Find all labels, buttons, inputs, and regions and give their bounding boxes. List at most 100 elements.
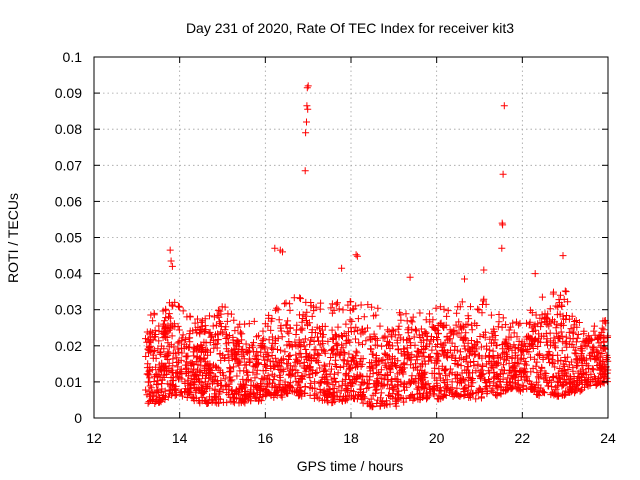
data-point: [515, 321, 523, 329]
data-point: [277, 346, 285, 354]
data-point: [542, 370, 550, 377]
data-point: [188, 359, 196, 367]
data-point: [255, 332, 263, 340]
data-point: [210, 361, 217, 369]
data-point: [211, 341, 219, 348]
y-tick-label: 0: [74, 410, 82, 426]
data-point: [212, 321, 220, 329]
data-point: [502, 387, 510, 395]
data-point: [234, 389, 242, 397]
data-point: [552, 302, 560, 310]
data-point: [143, 364, 151, 372]
data-point: [308, 312, 316, 320]
data-point: [356, 358, 364, 366]
data-point: [466, 358, 474, 366]
data-point: [388, 333, 396, 341]
data-point: [436, 374, 444, 382]
data-point: [327, 304, 335, 312]
data-point: [356, 371, 364, 379]
data-point: [563, 312, 570, 319]
data-point: [422, 343, 430, 351]
data-point: [359, 399, 367, 407]
data-point: [171, 349, 179, 357]
data-point: [332, 339, 340, 347]
data-point: [286, 370, 293, 378]
data-point: [146, 382, 154, 390]
data-point: [389, 355, 396, 363]
data-point: [493, 341, 501, 349]
x-tick-label: 12: [86, 430, 102, 446]
data-point: [157, 350, 165, 358]
data-point: [230, 393, 238, 401]
data-point: [262, 362, 270, 370]
data-point: [543, 319, 551, 327]
data-point: [193, 329, 201, 337]
data-point: [328, 300, 336, 308]
data-point: [155, 327, 163, 335]
data-point: [288, 366, 296, 374]
data-point: [350, 305, 358, 313]
data-point: [531, 336, 539, 344]
data-point: [264, 349, 272, 357]
data-point: [413, 356, 421, 364]
data-point: [513, 333, 521, 341]
data-point: [574, 361, 582, 369]
data-point: [210, 313, 218, 321]
data-point: [457, 333, 465, 341]
data-point: [435, 369, 443, 377]
data-point: [519, 381, 527, 389]
data-point: [407, 393, 415, 401]
data-point: [184, 385, 192, 393]
data-point: [166, 325, 174, 333]
data-point: [182, 336, 190, 343]
data-point: [252, 394, 260, 402]
data-point: [534, 373, 542, 381]
data-point: [330, 395, 337, 403]
data-point: [373, 369, 381, 377]
data-point: [599, 317, 607, 325]
data-point: [357, 330, 365, 338]
data-point: [295, 379, 303, 387]
data-point: [235, 361, 243, 369]
data-point: [308, 334, 316, 341]
data-point: [357, 372, 365, 380]
data-point: [481, 385, 489, 393]
data-point: [507, 372, 515, 380]
data-point: [503, 386, 511, 394]
data-point: [178, 388, 185, 396]
data-point: [216, 350, 224, 357]
data-point: [216, 318, 223, 326]
data-point: [348, 393, 355, 401]
data-point: [160, 320, 168, 328]
data-point: [543, 335, 551, 343]
data-point: [326, 370, 334, 378]
data-point: [227, 377, 235, 385]
data-point: [456, 393, 464, 400]
data-point: [335, 351, 343, 359]
data-point: [298, 392, 306, 400]
data-point: [575, 373, 583, 381]
data-point: [562, 338, 570, 346]
data-point-outlier: [304, 105, 312, 113]
data-point: [534, 388, 542, 396]
y-tick-label: 0.05: [55, 230, 82, 246]
data-point: [520, 346, 528, 354]
data-point: [151, 347, 159, 354]
data-point: [142, 335, 149, 343]
data-point: [265, 311, 273, 319]
data-point: [239, 345, 247, 353]
data-point: [346, 316, 354, 324]
data-point: [308, 385, 316, 393]
data-point: [353, 349, 361, 357]
data-point: [568, 312, 576, 320]
data-points: [142, 82, 612, 411]
data-point: [534, 351, 542, 359]
data-point: [235, 390, 243, 398]
data-point: [196, 325, 204, 333]
data-point: [324, 337, 332, 345]
data-point: [456, 303, 464, 311]
data-point: [241, 395, 249, 403]
data-point: [574, 384, 582, 392]
